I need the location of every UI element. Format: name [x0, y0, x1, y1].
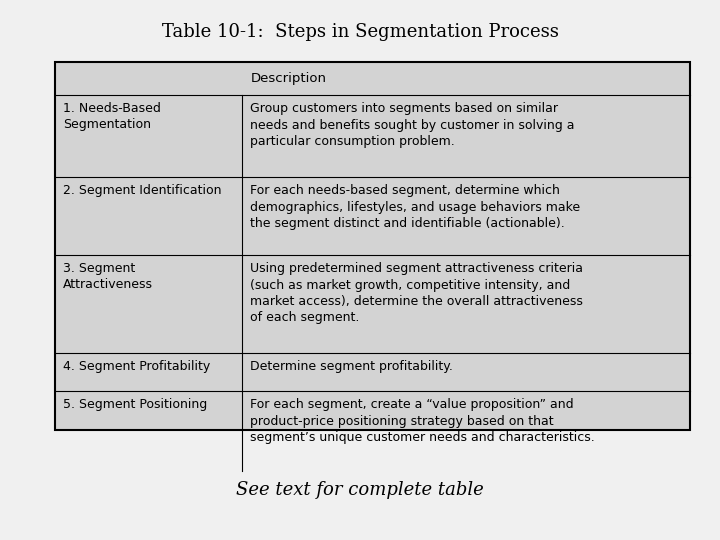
Text: For each needs-based segment, determine which
demographics, lifestyles, and usag: For each needs-based segment, determine …: [251, 184, 580, 230]
Text: Group customers into segments based on similar
needs and benefits sought by cust: Group customers into segments based on s…: [251, 102, 575, 148]
Text: 1. Needs-Based
Segmentation: 1. Needs-Based Segmentation: [63, 102, 161, 131]
Bar: [55, 62, 690, 430]
Text: 3. Segment
Attractiveness: 3. Segment Attractiveness: [63, 262, 153, 291]
Text: For each segment, create a “value proposition” and
product-price positioning str: For each segment, create a “value propos…: [251, 398, 595, 444]
Text: Determine segment profitability.: Determine segment profitability.: [251, 360, 453, 373]
Text: 4. Segment Profitability: 4. Segment Profitability: [63, 360, 210, 373]
Bar: [55, 62, 690, 430]
Text: Description: Description: [251, 72, 326, 85]
Text: 2. Segment Identification: 2. Segment Identification: [63, 184, 222, 197]
Text: Table 10-1:  Steps in Segmentation Process: Table 10-1: Steps in Segmentation Proces…: [161, 23, 559, 41]
Text: Using predetermined segment attractiveness criteria
(such as market growth, comp: Using predetermined segment attractivene…: [251, 262, 583, 325]
Text: 5. Segment Positioning: 5. Segment Positioning: [63, 398, 207, 411]
Text: See text for complete table: See text for complete table: [236, 481, 484, 499]
